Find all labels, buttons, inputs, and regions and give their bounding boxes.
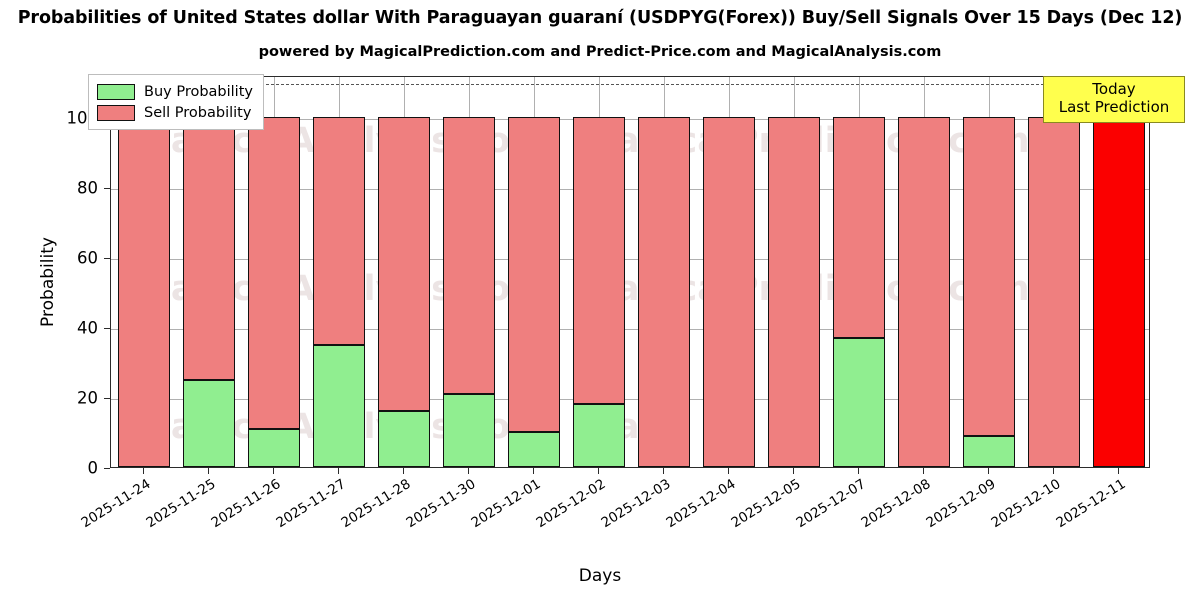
bar-segment-sell[interactable] bbox=[897, 117, 950, 467]
bar-group[interactable] bbox=[962, 77, 1015, 467]
y-axis-tick-mark bbox=[104, 258, 110, 260]
bar-segment-buy[interactable] bbox=[572, 404, 625, 467]
x-axis-tick-mark bbox=[142, 468, 144, 474]
bar-segment-sell[interactable] bbox=[1027, 117, 1080, 467]
x-axis-tick-mark bbox=[597, 468, 599, 474]
x-axis-tick-mark bbox=[532, 468, 534, 474]
legend-swatch-buy-icon bbox=[97, 83, 135, 100]
bar-segment-buy[interactable] bbox=[247, 428, 300, 467]
bar-group[interactable] bbox=[117, 77, 170, 467]
bar-group[interactable] bbox=[1027, 77, 1080, 467]
x-axis-tick-mark bbox=[402, 468, 404, 474]
gridline-horizontal bbox=[111, 259, 1149, 260]
bar-group[interactable] bbox=[767, 77, 820, 467]
bar-segment-sell[interactable] bbox=[442, 117, 495, 394]
gridline-horizontal bbox=[111, 399, 1149, 400]
plot-area: MagicalAnalysis.comMagicalPrediction.com… bbox=[110, 76, 1150, 468]
bar-segment-buy[interactable] bbox=[507, 432, 560, 467]
bar-segment-sell[interactable] bbox=[117, 117, 170, 467]
legend-label-buy: Buy Probability bbox=[144, 83, 253, 100]
x-axis-tick-mark bbox=[337, 468, 339, 474]
bar-group[interactable] bbox=[182, 77, 235, 467]
bar-segment-buy[interactable] bbox=[312, 344, 365, 467]
y-axis-tick-mark bbox=[104, 328, 110, 330]
x-axis-tick-mark bbox=[727, 468, 729, 474]
bar-segment-sell[interactable] bbox=[377, 117, 430, 411]
gridline-horizontal bbox=[111, 189, 1149, 190]
bar-group[interactable] bbox=[637, 77, 690, 467]
bar-group[interactable] bbox=[832, 77, 885, 467]
bar-segment-sell[interactable] bbox=[572, 117, 625, 404]
bar-segment-sell[interactable] bbox=[247, 117, 300, 429]
bar-segment-sell[interactable] bbox=[507, 117, 560, 432]
bar-group[interactable] bbox=[1092, 77, 1145, 467]
y-axis-tick-mark bbox=[104, 398, 110, 400]
bar-segment-sell[interactable] bbox=[312, 117, 365, 345]
x-axis-tick-mark bbox=[1052, 468, 1054, 474]
x-axis-tick-mark bbox=[207, 468, 209, 474]
today-callout: Today Last Prediction bbox=[1043, 76, 1185, 123]
x-axis-label: Days bbox=[578, 566, 622, 586]
x-axis-tick-mark bbox=[922, 468, 924, 474]
bar-segment-buy[interactable] bbox=[962, 435, 1015, 467]
y-axis-tick-label: 20 bbox=[77, 388, 98, 408]
legend-swatch-sell-icon bbox=[97, 104, 135, 121]
bar-segment-sell[interactable] bbox=[702, 117, 755, 467]
bar-group[interactable] bbox=[312, 77, 365, 467]
reference-line bbox=[111, 84, 1149, 85]
x-axis-tick-mark bbox=[467, 468, 469, 474]
y-axis-tick-mark bbox=[104, 188, 110, 190]
bar-group[interactable] bbox=[507, 77, 560, 467]
y-axis-tick-label: 60 bbox=[77, 248, 98, 268]
legend-label-sell: Sell Probability bbox=[144, 104, 252, 121]
gridline-horizontal bbox=[111, 329, 1149, 330]
bar-segment-buy[interactable] bbox=[377, 411, 430, 467]
legend-item-sell: Sell Probability bbox=[97, 102, 253, 123]
chart-subtitle: powered by MagicalPrediction.com and Pre… bbox=[258, 44, 942, 60]
bar-segment-buy[interactable] bbox=[182, 379, 235, 467]
legend-item-buy: Buy Probability bbox=[97, 81, 253, 102]
x-axis-tick-mark bbox=[272, 468, 274, 474]
bar-segment-sell[interactable] bbox=[182, 117, 235, 380]
bar-segment-sell[interactable] bbox=[832, 117, 885, 338]
bar-segment-buy[interactable] bbox=[442, 393, 495, 467]
x-axis-tick-mark bbox=[857, 468, 859, 474]
x-axis-tick-mark bbox=[792, 468, 794, 474]
gridline-horizontal bbox=[111, 119, 1149, 120]
legend: Buy Probability Sell Probability bbox=[88, 74, 264, 130]
y-axis-label: Probability bbox=[38, 237, 58, 327]
bar-group[interactable] bbox=[897, 77, 950, 467]
bar-group[interactable] bbox=[442, 77, 495, 467]
bar-segment-sell[interactable] bbox=[962, 117, 1015, 436]
chart-title: Probabilities of United States dollar Wi… bbox=[17, 8, 1183, 28]
x-axis-tick-mark bbox=[1117, 468, 1119, 474]
y-axis-tick-label: 80 bbox=[77, 178, 98, 198]
bar-segment-sell[interactable] bbox=[637, 117, 690, 467]
today-callout-line2: Last Prediction bbox=[1058, 98, 1170, 117]
bar-segment-today[interactable] bbox=[1092, 117, 1145, 467]
today-callout-line1: Today bbox=[1092, 80, 1136, 98]
bar-group[interactable] bbox=[702, 77, 755, 467]
y-axis-tick-label: 0 bbox=[87, 458, 99, 478]
x-axis-tick-mark bbox=[662, 468, 664, 474]
bar-segment-sell[interactable] bbox=[767, 117, 820, 467]
y-axis-tick-mark bbox=[104, 468, 110, 470]
x-axis-tick-mark bbox=[987, 468, 989, 474]
bar-group[interactable] bbox=[247, 77, 300, 467]
bar-group[interactable] bbox=[572, 77, 625, 467]
bar-segment-buy[interactable] bbox=[832, 337, 885, 467]
y-axis-tick-label: 40 bbox=[77, 318, 98, 338]
bar-group[interactable] bbox=[377, 77, 430, 467]
